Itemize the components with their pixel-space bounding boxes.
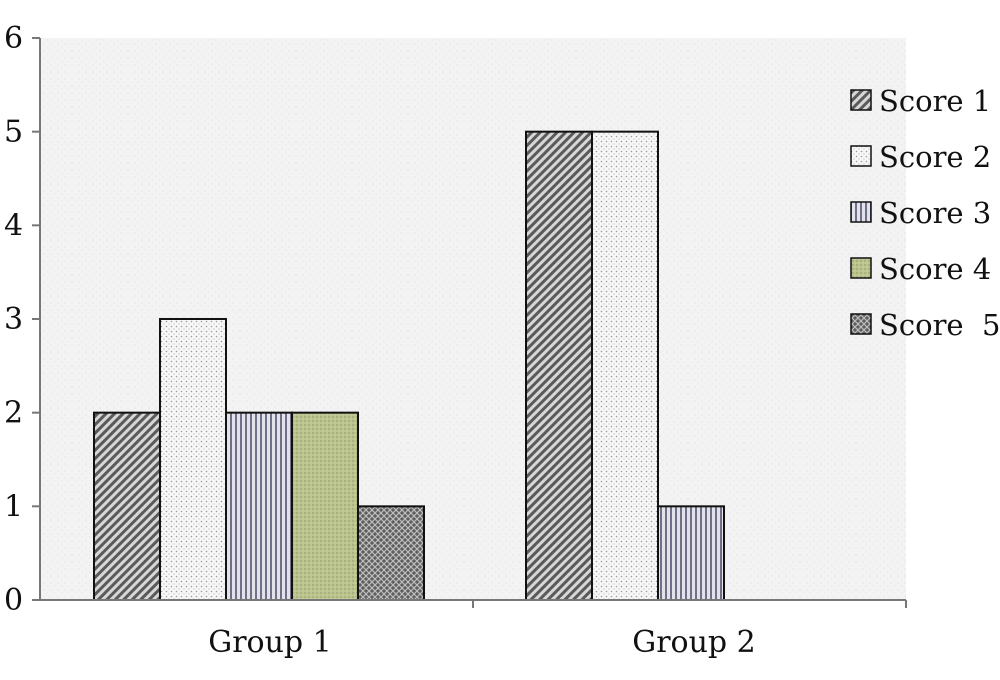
legend-label: Score 3 [879, 196, 991, 230]
bar-1-score-5 [357, 505, 425, 602]
y-axis-ticks: 0 1 2 3 4 5 6 [4, 21, 40, 618]
legend-label: Score 4 [879, 252, 991, 286]
bars-layer [93, 130, 725, 602]
legend-label: Score 5 [879, 308, 1000, 342]
y-tick-label: 0 [4, 583, 23, 618]
bar-1-score-3 [225, 411, 293, 601]
legend-swatch [850, 145, 872, 167]
legend-label: Score 1 [879, 84, 991, 118]
bar-2-score-1 [525, 130, 593, 602]
y-tick-label: 5 [4, 115, 23, 150]
y-tick-label: 2 [4, 396, 23, 431]
legend-swatch [850, 89, 872, 111]
bar-1-score-4 [291, 411, 359, 601]
legend-swatch [850, 201, 872, 223]
x-category-label: Group 1 [208, 625, 332, 660]
y-tick-label: 4 [4, 208, 23, 243]
y-tick-label: 6 [4, 21, 23, 56]
legend-swatch [850, 257, 872, 279]
bar-2-score-2 [591, 130, 659, 602]
legend-swatch [850, 313, 872, 335]
y-tick-label: 1 [4, 489, 23, 524]
bar-2-score-3 [657, 505, 725, 602]
bar-1-score-1 [93, 411, 161, 601]
x-axis-labels: Group 1 Group 2 [208, 625, 756, 660]
y-tick-label: 3 [4, 302, 23, 337]
bar-1-score-2 [159, 318, 227, 601]
legend: Score 1 Score 2 Score 3 Score 4 Score 5 [850, 84, 1000, 342]
x-category-label: Group 2 [632, 625, 756, 660]
legend-label: Score 2 [879, 140, 991, 174]
